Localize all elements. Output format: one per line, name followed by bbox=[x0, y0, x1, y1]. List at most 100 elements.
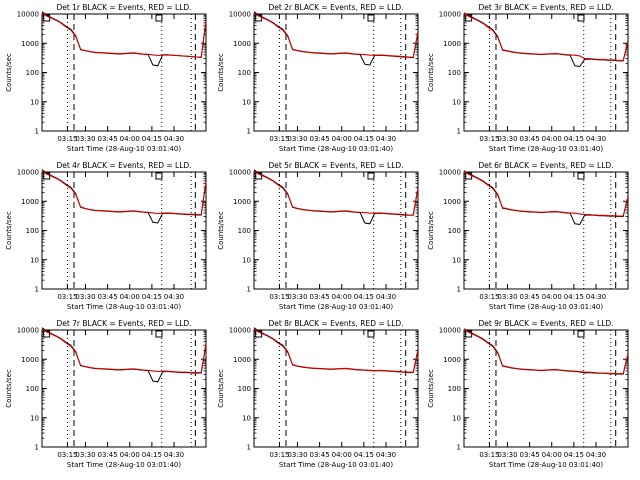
y-tick-label: 10000 bbox=[439, 11, 461, 19]
x-tick-label: 04:30 bbox=[586, 451, 606, 459]
detector-panel: Det 8r BLACK = Events, RED = LLD. 1 10 100 1… bbox=[217, 319, 419, 469]
y-tick-label: 100 bbox=[448, 227, 461, 235]
x-axis-label: Start Time (28-Aug-10 03:01:40) bbox=[279, 145, 393, 153]
x-tick-label: 03:15 bbox=[269, 451, 289, 459]
y-tick-label: 10000 bbox=[17, 169, 39, 177]
x-tick-label: 04:00 bbox=[542, 451, 562, 459]
y-tick-label: 1000 bbox=[233, 198, 251, 206]
y-tick-label: 100 bbox=[26, 227, 39, 235]
x-tick-label: 03:45 bbox=[520, 135, 540, 143]
x-tick-label: 04:30 bbox=[376, 293, 396, 301]
x-tick-label: 03:45 bbox=[310, 135, 330, 143]
y-tick-label: 100 bbox=[26, 385, 39, 393]
x-axis-label: Start Time (28-Aug-10 03:01:40) bbox=[67, 303, 181, 311]
plot-frame bbox=[463, 13, 629, 132]
panel-title: Det 3r BLACK = Events, RED = LLD. bbox=[478, 3, 613, 12]
plot-frame bbox=[41, 329, 207, 448]
panel-title: Det 5r BLACK = Events, RED = LLD. bbox=[268, 161, 403, 170]
x-tick-label: 03:45 bbox=[520, 293, 540, 301]
detector-panel: Det 9r BLACK = Events, RED = LLD. 1 10 100 1… bbox=[427, 319, 629, 469]
y-tick-label: 10000 bbox=[229, 11, 251, 19]
x-tick-label: 04:15 bbox=[354, 293, 374, 301]
x-tick-label: 04:15 bbox=[142, 293, 162, 301]
x-tick-label: 03:15 bbox=[479, 293, 499, 301]
lld-series-line bbox=[253, 328, 419, 373]
y-axis-label: Counts/sec bbox=[427, 211, 435, 250]
y-tick-label: 10000 bbox=[229, 327, 251, 335]
y-tick-label: 10 bbox=[452, 98, 461, 106]
events-series-line bbox=[463, 328, 629, 375]
y-tick-label: 10 bbox=[242, 256, 251, 264]
x-tick-label: 03:15 bbox=[269, 293, 289, 301]
detector-panel: Det 2r BLACK = Events, RED = LLD. 1 10 100 1… bbox=[217, 3, 419, 153]
y-tick-label: 100 bbox=[448, 69, 461, 77]
detector-panel: Det 7r BLACK = Events, RED = LLD. 1 10 100 1… bbox=[5, 319, 207, 469]
events-series-line bbox=[253, 169, 419, 225]
x-tick-label: 03:15 bbox=[57, 135, 77, 143]
x-tick-label: 04:15 bbox=[354, 451, 374, 459]
x-tick-label: 03:45 bbox=[310, 293, 330, 301]
y-tick-label: 1000 bbox=[443, 356, 461, 364]
detector-panel: Det 3r BLACK = Events, RED = LLD. 1 10 100 1… bbox=[427, 3, 629, 153]
x-axis-label: Start Time (28-Aug-10 03:01:40) bbox=[67, 461, 181, 469]
y-axis-label: Counts/sec bbox=[5, 53, 13, 92]
y-axis-label: Counts/sec bbox=[427, 53, 435, 92]
y-tick-label: 1 bbox=[35, 286, 39, 294]
y-tick-label: 1000 bbox=[21, 198, 39, 206]
y-tick-label: 10000 bbox=[439, 327, 461, 335]
x-tick-label: 04:00 bbox=[542, 135, 562, 143]
y-tick-label: 10 bbox=[452, 414, 461, 422]
x-tick-label: 04:15 bbox=[142, 135, 162, 143]
interval-marker bbox=[577, 330, 585, 338]
y-tick-label: 1 bbox=[457, 128, 461, 136]
x-tick-label: 03:15 bbox=[269, 135, 289, 143]
interval-marker bbox=[367, 330, 375, 338]
x-tick-label: 04:15 bbox=[142, 451, 162, 459]
y-tick-label: 1 bbox=[35, 444, 39, 452]
lld-series-line bbox=[463, 170, 629, 217]
x-tick-label: 04:00 bbox=[120, 451, 140, 459]
y-tick-label: 1 bbox=[247, 444, 251, 452]
y-tick-label: 10000 bbox=[17, 327, 39, 335]
x-tick-label: 03:15 bbox=[57, 293, 77, 301]
y-tick-label: 1 bbox=[457, 286, 461, 294]
x-tick-label: 04:15 bbox=[564, 451, 584, 459]
y-tick-label: 10000 bbox=[229, 169, 251, 177]
x-tick-label: 04:15 bbox=[564, 135, 584, 143]
y-tick-label: 10 bbox=[242, 98, 251, 106]
lld-series-line bbox=[41, 328, 207, 374]
interval-marker bbox=[155, 330, 163, 338]
y-tick-label: 10 bbox=[242, 414, 251, 422]
x-tick-label: 03:15 bbox=[479, 451, 499, 459]
x-tick-label: 03:30 bbox=[75, 293, 95, 301]
y-axis-label: Counts/sec bbox=[5, 369, 13, 408]
panel-title: Det 8r BLACK = Events, RED = LLD. bbox=[268, 319, 403, 328]
interval-marker bbox=[577, 172, 585, 180]
events-series-line bbox=[463, 170, 629, 226]
y-tick-label: 10 bbox=[30, 414, 39, 422]
x-tick-label: 03:30 bbox=[75, 135, 95, 143]
y-tick-label: 10000 bbox=[17, 11, 39, 19]
x-tick-label: 04:00 bbox=[120, 135, 140, 143]
x-axis-label: Start Time (28-Aug-10 03:01:40) bbox=[279, 303, 393, 311]
y-axis-label: Counts/sec bbox=[5, 211, 13, 250]
plot-frame bbox=[253, 329, 419, 448]
y-axis-label: Counts/sec bbox=[217, 53, 225, 92]
x-tick-label: 04:00 bbox=[332, 293, 352, 301]
interval-marker bbox=[577, 14, 585, 22]
y-tick-label: 1000 bbox=[21, 356, 39, 364]
x-tick-label: 03:30 bbox=[497, 451, 517, 459]
lld-series-line bbox=[463, 12, 629, 61]
panel-title: Det 7r BLACK = Events, RED = LLD. bbox=[56, 319, 191, 328]
plot-frame bbox=[463, 171, 629, 290]
y-tick-label: 1000 bbox=[233, 356, 251, 364]
detector-panel: Det 6r BLACK = Events, RED = LLD. 1 10 100 1… bbox=[427, 161, 629, 311]
x-tick-label: 04:30 bbox=[164, 451, 184, 459]
x-tick-label: 04:00 bbox=[120, 293, 140, 301]
panel-title: Det 2r BLACK = Events, RED = LLD. bbox=[268, 3, 403, 12]
y-tick-label: 10000 bbox=[439, 169, 461, 177]
panel-title: Det 9r BLACK = Events, RED = LLD. bbox=[478, 319, 613, 328]
plot-frame bbox=[463, 329, 629, 448]
x-tick-label: 03:45 bbox=[98, 293, 118, 301]
y-tick-label: 100 bbox=[448, 385, 461, 393]
